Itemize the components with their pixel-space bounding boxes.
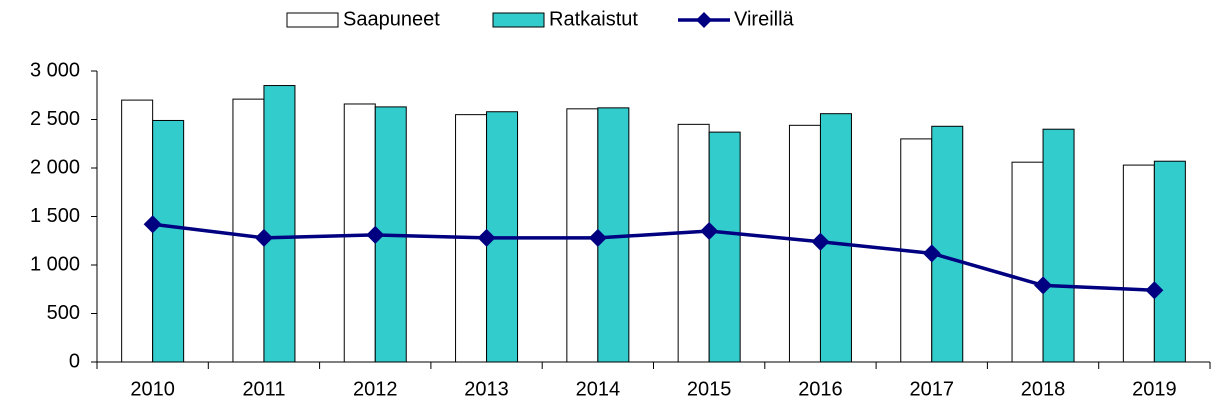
line-marker xyxy=(366,225,385,244)
y-tick-label: 3 000 xyxy=(30,59,80,81)
bar xyxy=(819,113,852,363)
bar xyxy=(1011,161,1044,363)
line-marker xyxy=(477,228,496,247)
line-marker xyxy=(588,228,607,247)
bar xyxy=(232,98,265,363)
y-tick-label: 1 500 xyxy=(30,205,80,227)
x-tick-label: 2016 xyxy=(798,378,843,400)
line-marker xyxy=(1034,276,1053,295)
bar xyxy=(677,123,710,363)
line-marker xyxy=(922,244,941,263)
line-marker xyxy=(1145,281,1164,300)
legend-label: Vireillä xyxy=(734,8,795,30)
line-marker xyxy=(811,232,830,251)
y-tick-label: 0 xyxy=(69,350,80,372)
y-tick-label: 2 500 xyxy=(30,108,80,130)
x-tick-label: 2013 xyxy=(464,378,509,400)
line-marker xyxy=(143,215,162,234)
x-tick-label: 2014 xyxy=(576,378,621,400)
line-marker xyxy=(254,228,273,247)
bar xyxy=(1042,128,1075,363)
x-tick-label: 2018 xyxy=(1021,378,1066,400)
legend-marker xyxy=(696,12,712,28)
line-marker xyxy=(700,222,719,241)
legend-label: Saapuneet xyxy=(343,8,440,30)
bar xyxy=(1153,160,1186,363)
bar xyxy=(263,85,296,363)
x-tick-label: 2015 xyxy=(687,378,732,400)
legend-swatch xyxy=(492,12,545,28)
x-tick-label: 2010 xyxy=(130,378,175,400)
y-tick-label: 500 xyxy=(47,302,80,324)
x-tick-label: 2019 xyxy=(1132,378,1177,400)
bar xyxy=(931,125,964,363)
y-tick-label: 2 000 xyxy=(30,156,80,178)
x-tick-label: 2017 xyxy=(910,378,955,400)
bar xyxy=(708,131,741,363)
line xyxy=(152,222,1155,292)
bar xyxy=(121,99,154,363)
x-tick-label: 2012 xyxy=(353,378,398,400)
x-tick-label: 2011 xyxy=(242,378,285,400)
bar xyxy=(1122,164,1155,363)
bar xyxy=(152,119,185,363)
legend-swatch xyxy=(286,12,339,28)
y-tick-label: 1 000 xyxy=(30,253,80,275)
legend-label: Ratkaistut xyxy=(549,8,638,30)
